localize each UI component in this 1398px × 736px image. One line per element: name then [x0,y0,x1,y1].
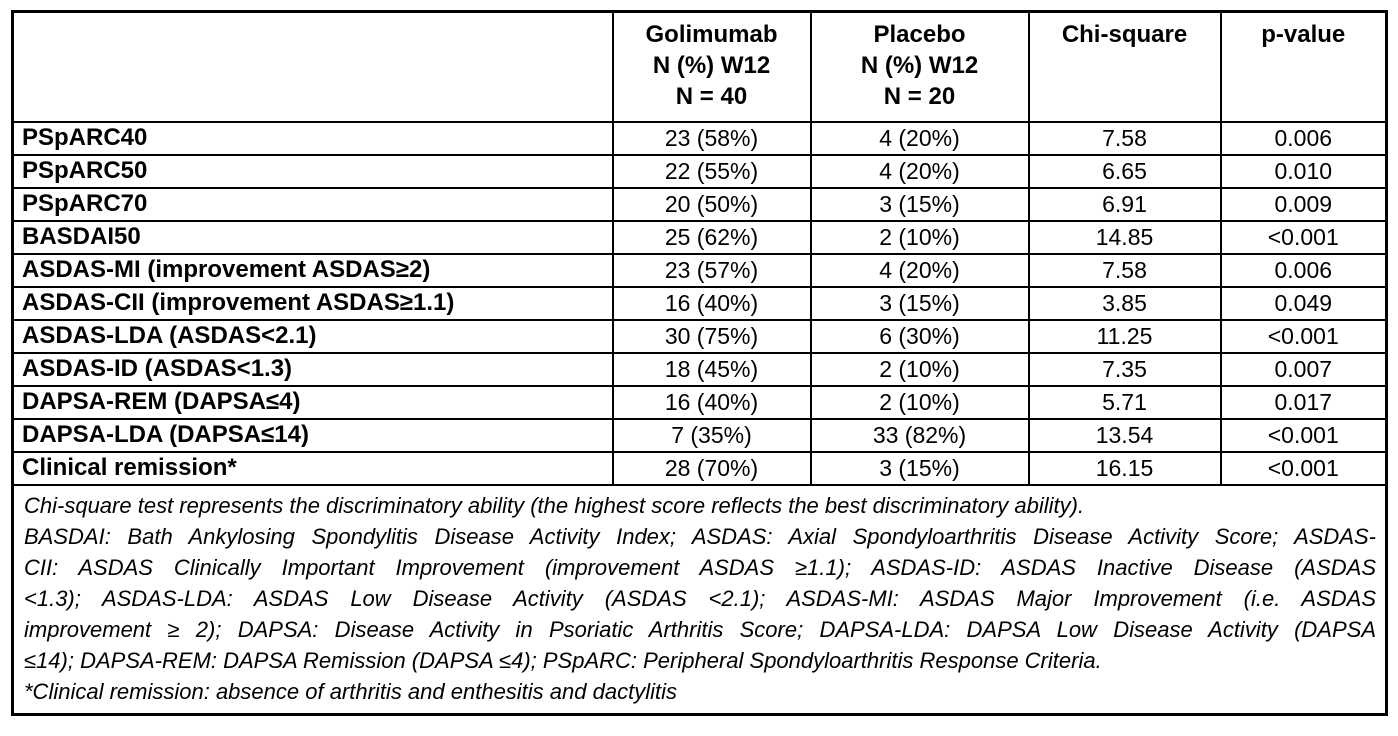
placebo-value: 4 (20%) [809,153,1030,189]
footnote-row: Chi-square test represents the discrimin… [11,483,1388,715]
col-header-measure [11,10,614,123]
p-value: <0.001 [1219,450,1388,486]
golimumab-value: 28 (70%) [611,450,812,486]
footnote-clinical-remission-note: *Clinical remission: absence of arthriti… [24,678,677,704]
golimumab-value: 16 (40%) [611,384,812,420]
golimumab-value: 23 (57%) [611,252,812,288]
col-header-golimumab: Golimumab N (%) W12 N = 40 [611,10,812,123]
golimumab-value: 20 (50%) [611,186,812,222]
footnote-abbreviations-line-3: <1.3); ASDAS-LDA: ASDAS Low Disease Acti… [24,585,1376,611]
p-value: 0.010 [1219,153,1388,189]
placebo-value: 2 (10%) [809,219,1030,255]
chi-square-value: 5.71 [1027,384,1222,420]
row-label: PSpARC40 [11,120,614,156]
col-header-placebo-sub2: N = 20 [883,83,956,110]
table-row: DAPSA-REM (DAPSA≤4) 16 (40%) 2 (10%) 5.7… [11,384,1388,420]
row-label: ASDAS-CII (improvement ASDAS≥1.1) [11,285,614,321]
row-label: PSpARC70 [11,186,614,222]
footnote-abbreviations-line-5: ≤14); DAPSA-REM: DAPSA Remission (DAPSA … [24,647,1102,673]
placebo-value: 4 (20%) [809,252,1030,288]
placebo-value: 2 (10%) [809,384,1030,420]
outcomes-table: Golimumab N (%) W12 N = 40 Placebo N (%)… [11,10,1388,716]
table-row: ASDAS-ID (ASDAS<1.3) 18 (45%) 2 (10%) 7.… [11,351,1388,387]
table-row: PSpARC40 23 (58%) 4 (20%) 7.58 0.006 [11,120,1388,156]
table-row: PSpARC50 22 (55%) 4 (20%) 6.65 0.010 [11,153,1388,189]
golimumab-value: 16 (40%) [611,285,812,321]
chi-square-value: 7.58 [1027,252,1222,288]
col-header-placebo-name: Placebo [873,21,966,48]
table-row: ASDAS-MI (improvement ASDAS≥2) 23 (57%) … [11,252,1388,288]
placebo-value: 33 (82%) [809,417,1030,453]
col-header-golimumab-sub1: N (%) W12 [652,52,771,79]
row-label: PSpARC50 [11,153,614,189]
placebo-value: 2 (10%) [809,351,1030,387]
table-row: PSpARC70 20 (50%) 3 (15%) 6.91 0.009 [11,186,1388,222]
table-row: Clinical remission* 28 (70%) 3 (15%) 16.… [11,450,1388,486]
row-label: DAPSA-LDA (DAPSA≤14) [11,417,614,453]
p-value: 0.006 [1219,252,1388,288]
header-row: Golimumab N (%) W12 N = 40 Placebo N (%)… [11,10,1388,123]
col-header-p-value: p-value [1219,10,1388,123]
table-row: ASDAS-LDA (ASDAS<2.1) 30 (75%) 6 (30%) 1… [11,318,1388,354]
chi-square-value: 16.15 [1027,450,1222,486]
p-value: <0.001 [1219,318,1388,354]
golimumab-value: 30 (75%) [611,318,812,354]
p-value: 0.007 [1219,351,1388,387]
footnote-chi-square-note: Chi-square test represents the discrimin… [24,492,1085,518]
p-value: 0.006 [1219,120,1388,156]
row-label: DAPSA-REM (DAPSA≤4) [11,384,614,420]
chi-square-value: 7.58 [1027,120,1222,156]
table-row: DAPSA-LDA (DAPSA≤14) 7 (35%) 33 (82%) 13… [11,417,1388,453]
row-label: ASDAS-ID (ASDAS<1.3) [11,351,614,387]
footnote-block: Chi-square test represents the discrimin… [11,483,1388,715]
table-row: BASDAI50 25 (62%) 2 (10%) 14.85 <0.001 [11,219,1388,255]
placebo-value: 3 (15%) [809,285,1030,321]
col-header-placebo: Placebo N (%) W12 N = 20 [809,10,1030,123]
p-value: <0.001 [1219,417,1388,453]
footnote-abbreviations-line-4: improvement ≥ 2); DAPSA: Disease Activit… [24,616,1376,642]
golimumab-value: 7 (35%) [611,417,812,453]
p-value: <0.001 [1219,219,1388,255]
p-value: 0.009 [1219,186,1388,222]
table-header: Golimumab N (%) W12 N = 40 Placebo N (%)… [11,10,1388,123]
row-label: Clinical remission* [11,450,614,486]
placebo-value: 4 (20%) [809,120,1030,156]
golimumab-value: 23 (58%) [611,120,812,156]
chi-square-value: 14.85 [1027,219,1222,255]
col-header-chi-square: Chi-square [1027,10,1222,123]
golimumab-value: 22 (55%) [611,153,812,189]
table-body: PSpARC40 23 (58%) 4 (20%) 7.58 0.006 PSp… [11,120,1388,715]
row-label: ASDAS-MI (improvement ASDAS≥2) [11,252,614,288]
p-value: 0.049 [1219,285,1388,321]
table-row: ASDAS-CII (improvement ASDAS≥1.1) 16 (40… [11,285,1388,321]
page: Golimumab N (%) W12 N = 40 Placebo N (%)… [0,10,1398,736]
p-value: 0.017 [1219,384,1388,420]
footnote-abbreviations-line-2: CII: ASDAS Clinically Important Improvem… [24,554,1376,580]
col-header-golimumab-sub2: N = 40 [675,83,748,110]
row-label: BASDAI50 [11,219,614,255]
chi-square-value: 6.91 [1027,186,1222,222]
chi-square-value: 7.35 [1027,351,1222,387]
golimumab-value: 18 (45%) [611,351,812,387]
golimumab-value: 25 (62%) [611,219,812,255]
placebo-value: 6 (30%) [809,318,1030,354]
chi-square-value: 3.85 [1027,285,1222,321]
placebo-value: 3 (15%) [809,450,1030,486]
placebo-value: 3 (15%) [809,186,1030,222]
row-label: ASDAS-LDA (ASDAS<2.1) [11,318,614,354]
chi-square-value: 11.25 [1027,318,1222,354]
chi-square-value: 13.54 [1027,417,1222,453]
footnote-abbreviations-line-1: BASDAI: Bath Ankylosing Spondylitis Dise… [24,523,1376,549]
col-header-placebo-sub1: N (%) W12 [860,52,979,79]
chi-square-value: 6.65 [1027,153,1222,189]
col-header-golimumab-name: Golimumab [645,21,778,48]
